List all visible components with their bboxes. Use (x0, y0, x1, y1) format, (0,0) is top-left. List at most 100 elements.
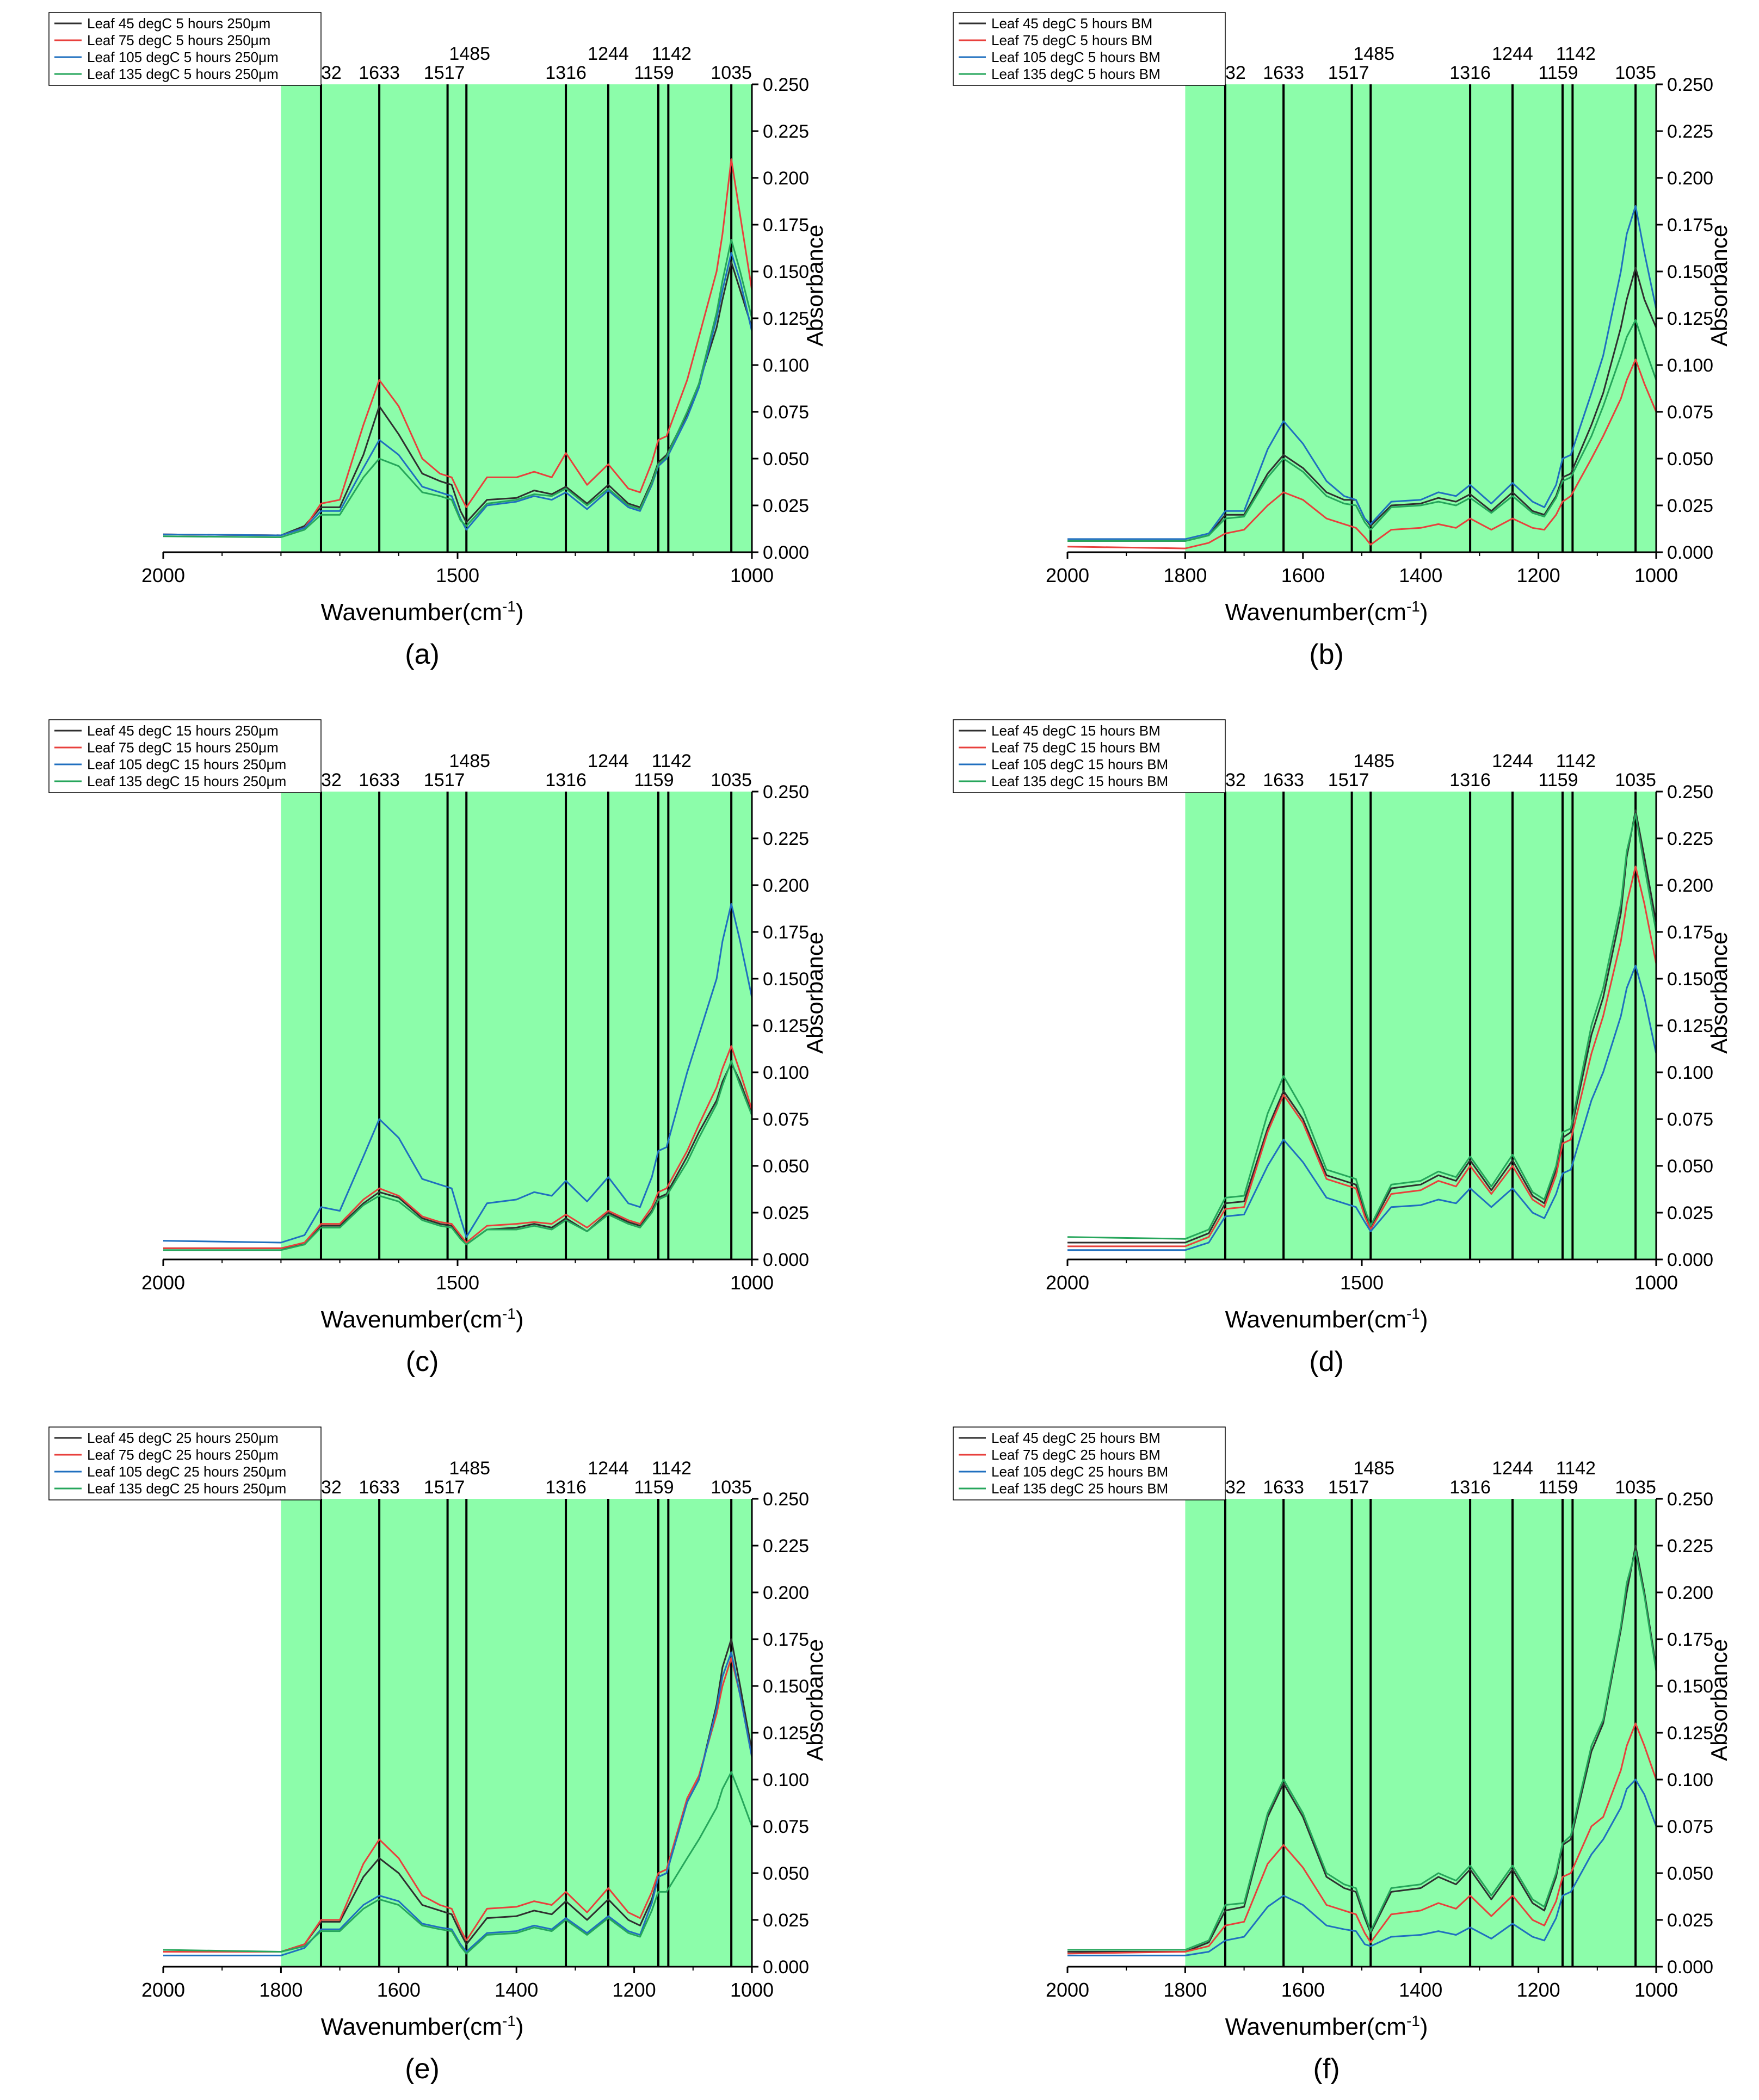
y-tick-label: 0.200 (1667, 168, 1713, 189)
peak-label: 1142 (652, 751, 692, 771)
y-tick-label: 0.000 (1667, 1250, 1713, 1270)
chart-panel-f: 1732163315171485131612441159114210352000… (953, 1426, 1732, 2085)
peak-label: 1485 (1353, 44, 1394, 64)
x-axis-label-end: ) (516, 2013, 524, 2040)
legend-entry: Leaf 105 degC 5 hours BM (991, 49, 1161, 65)
peak-label: 1035 (1615, 1477, 1656, 1498)
legend-entry: Leaf 135 degC 15 hours BM (991, 773, 1168, 789)
x-axis-label: Wavenumber(cm-1) (1225, 2012, 1428, 2040)
x-tick-label: 1000 (1634, 1979, 1678, 2001)
y-tick-label: 0.025 (1667, 496, 1713, 516)
y-tick-label: 0.025 (763, 1203, 809, 1224)
legend-entry: Leaf 45 degC 5 hours BM (991, 15, 1152, 32)
x-axis-label-end: ) (516, 599, 524, 626)
legend-entry: Leaf 105 degC 5 hours 250μm (87, 49, 279, 65)
y-tick-label: 0.025 (1667, 1203, 1713, 1224)
peak-label: 1244 (1492, 751, 1533, 771)
legend-entry: Leaf 135 degC 25 hours 250μm (87, 1480, 286, 1497)
series-line (1067, 1722, 1657, 1955)
peak-label: 1244 (588, 1458, 629, 1479)
peak-label: 1159 (1538, 770, 1578, 790)
peak-label: 1035 (1615, 770, 1656, 790)
peak-label: 1633 (359, 770, 400, 790)
series-line (163, 1062, 753, 1249)
y-tick-label: 0.025 (763, 1910, 809, 1931)
y-tick-label: 0.050 (1667, 1156, 1713, 1177)
series-line (1067, 267, 1657, 542)
x-tick-label: 1400 (1399, 1979, 1442, 2001)
peak-label: 1517 (424, 63, 465, 83)
x-tick-label: 1400 (495, 1979, 538, 2001)
y-tick-label: 0.075 (763, 402, 809, 423)
series-line (163, 1045, 753, 1249)
y-axis-label: Absorbance (802, 932, 828, 1054)
x-axis-label-end: ) (1420, 1306, 1428, 1333)
series-line (163, 158, 753, 536)
legend-entry: Leaf 75 degC 25 hours BM (991, 1447, 1161, 1463)
x-tick-label: 1000 (730, 1979, 774, 2001)
y-tick-label: 0.050 (763, 1863, 809, 1884)
x-tick-label: 1000 (1634, 564, 1678, 586)
panel-label: (a) (405, 639, 440, 670)
peak-label: 1633 (1263, 63, 1304, 83)
legend-entry: Leaf 75 degC 15 hours BM (991, 739, 1161, 756)
x-tick-label: 1500 (436, 1271, 479, 1294)
y-tick-label: 0.125 (763, 308, 809, 329)
peak-label: 1517 (1328, 63, 1369, 83)
y-tick-label: 0.225 (763, 121, 809, 142)
peak-label: 1244 (1492, 44, 1533, 64)
y-tick-label: 0.250 (1667, 782, 1713, 802)
y-tick-label: 0.075 (763, 1109, 809, 1130)
panel-label: (e) (405, 2053, 440, 2085)
x-axis-label: Wavenumber(cm-1) (321, 1305, 524, 1333)
y-tick-label: 0.025 (1667, 1910, 1713, 1931)
legend-entry: Leaf 135 degC 25 hours BM (991, 1480, 1168, 1497)
chart-panel-a: 1732163315171485131612441159114210352000… (48, 12, 828, 670)
y-tick-label: 0.175 (1667, 1629, 1713, 1650)
peak-label: 1485 (449, 1458, 490, 1479)
x-tick-label: 2000 (141, 564, 185, 586)
x-tick-label: 1000 (730, 1271, 774, 1294)
y-tick-label: 0.125 (763, 1723, 809, 1744)
peak-label: 1142 (1556, 44, 1596, 64)
y-tick-label: 0.200 (763, 875, 809, 896)
y-axis-label: Absorbance (1706, 932, 1732, 1054)
legend-entry: Leaf 105 degC 25 hours BM (991, 1463, 1168, 1480)
y-tick-label: 0.050 (763, 1156, 809, 1177)
series-line (1067, 813, 1657, 1240)
legend-entry: Leaf 45 degC 15 hours BM (991, 722, 1161, 739)
shaded-region (1185, 1499, 1656, 1967)
x-tick-label: 1400 (1399, 564, 1442, 586)
x-tick-label: 2000 (1046, 1979, 1089, 2001)
y-tick-label: 0.000 (763, 1250, 809, 1270)
legend-entry: Leaf 45 degC 25 hours BM (991, 1430, 1161, 1446)
panel-label: (d) (1309, 1346, 1344, 1378)
y-tick-label: 0.200 (1667, 875, 1713, 896)
series-line (163, 239, 753, 538)
peak-label: 1316 (545, 770, 587, 790)
y-tick-label: 0.150 (763, 969, 809, 990)
x-tick-label: 2000 (1046, 1271, 1089, 1294)
peak-label: 1485 (449, 44, 490, 64)
peak-label: 1142 (1556, 751, 1596, 771)
y-tick-label: 0.225 (763, 1536, 809, 1557)
legend-box (953, 719, 1226, 793)
peak-label: 1517 (1328, 770, 1369, 790)
peak-label: 1517 (1328, 1477, 1369, 1498)
x-axis-label-end: ) (516, 1306, 524, 1333)
x-axis-label-sup: -1 (1406, 2012, 1420, 2029)
legend-entry: Leaf 45 degC 25 hours 250μm (87, 1430, 279, 1446)
x-tick-label: 1200 (613, 1979, 656, 2001)
series-line (1067, 866, 1657, 1247)
x-axis-label-main: Wavenumber(cm (321, 599, 502, 626)
y-tick-label: 0.150 (763, 1676, 809, 1697)
series-line (1067, 1778, 1657, 1956)
peak-label: 1159 (634, 770, 674, 790)
x-tick-label: 1600 (377, 1979, 421, 2001)
peak-label: 1485 (449, 751, 490, 771)
y-axis-label: Absorbance (1706, 1639, 1732, 1761)
legend-entry: Leaf 135 degC 5 hours 250μm (87, 66, 279, 82)
x-axis-label-sup: -1 (1406, 598, 1420, 615)
x-axis-label-main: Wavenumber(cm (1225, 599, 1406, 626)
